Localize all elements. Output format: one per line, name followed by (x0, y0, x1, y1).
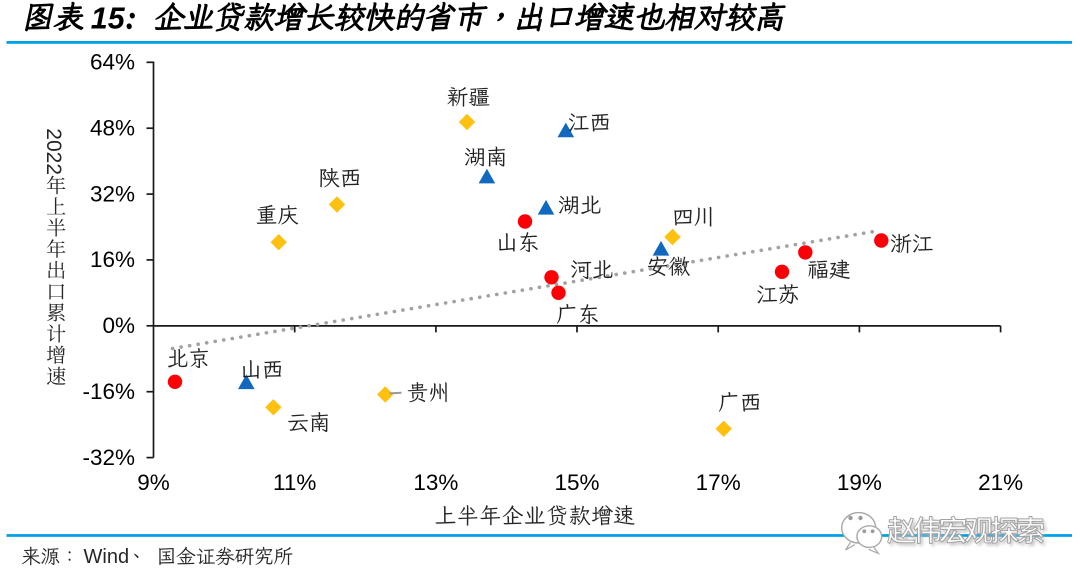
svg-text:48%: 48% (90, 115, 135, 140)
svg-text:17%: 17% (696, 470, 741, 495)
svg-text:11%: 11% (273, 470, 316, 495)
svg-text:0%: 0% (102, 313, 135, 338)
svg-text:13%: 13% (413, 470, 458, 495)
svg-text:32%: 32% (90, 181, 135, 206)
svg-text:-16%: -16% (82, 379, 135, 404)
svg-text:15%: 15% (554, 470, 599, 495)
svg-text:64%: 64% (90, 50, 135, 75)
svg-text:19%: 19% (837, 470, 882, 495)
svg-text:Wind: Wind (84, 546, 130, 568)
svg-text:9%: 9% (137, 470, 170, 495)
svg-text:15: 15 (91, 1, 126, 35)
svg-text:-32%: -32% (82, 445, 135, 470)
svg-text:21%: 21% (978, 470, 1023, 495)
svg-text:2022: 2022 (42, 128, 65, 175)
svg-text:16%: 16% (90, 247, 135, 272)
